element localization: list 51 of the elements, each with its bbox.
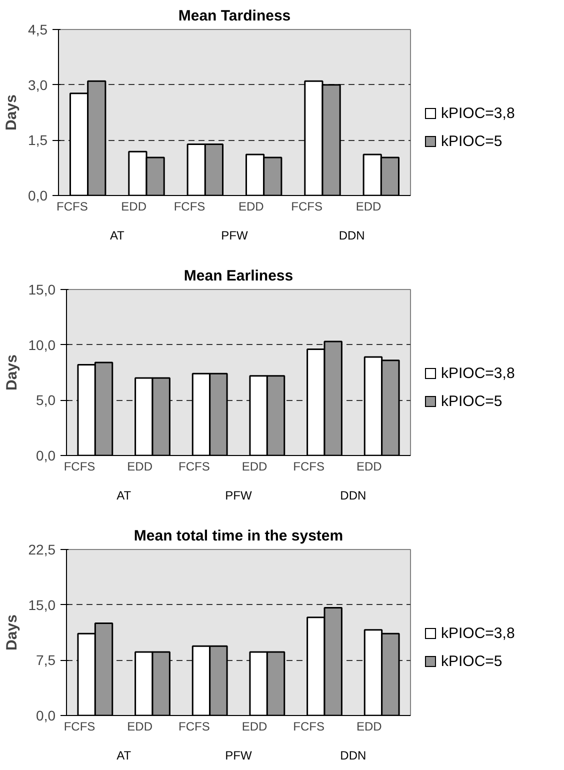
legend-label: kPIOC=3,8	[441, 104, 515, 124]
x-tick-label: EDD	[356, 460, 382, 474]
text: DDN	[340, 488, 366, 502]
y-axis-title: Days	[3, 354, 20, 390]
text: AT	[110, 228, 126, 242]
x-tick-label: EDD	[242, 720, 268, 734]
x-tick-label: FCFS	[64, 460, 96, 474]
y-tick-label: 7,5	[36, 652, 56, 668]
x-tick-label: FCFS	[293, 460, 325, 474]
text: AT	[116, 748, 132, 762]
x-tick-label: FCFS	[174, 200, 206, 214]
x-tick-label: EDD	[238, 200, 264, 214]
y-tick-label: 0,0	[36, 448, 56, 464]
x-tick-label: EDD	[356, 200, 382, 214]
text: DDN	[340, 748, 366, 762]
y-tick-label: 1,5	[28, 132, 48, 148]
y-tick-label: 15,0	[28, 596, 56, 613]
text: AT	[116, 488, 132, 502]
x-tick-label: FCFS	[64, 720, 96, 734]
x-tick-label: EDD	[121, 200, 147, 214]
x-tick-label: FCFS	[178, 460, 210, 474]
text: PFW	[221, 228, 249, 242]
y-axis-title: Days	[3, 94, 20, 130]
y-tick-label: 4,5	[28, 22, 48, 38]
x-tick-label: EDD	[356, 720, 382, 734]
y-tick-label: 22,5	[28, 542, 56, 558]
y-tick-label: 0,0	[28, 188, 48, 204]
y-tick-label: 10,0	[28, 336, 56, 353]
x-tick-label: EDD	[242, 460, 268, 474]
x-tick-label: EDD	[127, 720, 153, 734]
legend-label: kPIOC=5	[441, 132, 502, 152]
x-tick-label: FCFS	[291, 200, 323, 214]
legend-label: kPIOC=3,8	[441, 364, 515, 384]
text: DDN	[338, 228, 365, 242]
y-tick-label: 15,0	[28, 282, 56, 298]
legend-label: kPIOC=3,8	[441, 624, 515, 644]
y-axis-title: Days	[3, 614, 20, 650]
x-tick-label: FCFS	[178, 720, 210, 734]
x-tick-label: EDD	[127, 460, 153, 474]
chart-title: Mean Tardiness	[178, 8, 291, 24]
chart-title: Mean Earliness	[184, 268, 294, 284]
x-tick-label: FCFS	[56, 200, 88, 214]
y-tick-label: 3,0	[28, 76, 48, 93]
y-tick-label: 5,0	[36, 392, 56, 408]
legend-label: kPIOC=5	[441, 392, 502, 412]
text: PFW	[225, 748, 253, 762]
text: PFW	[225, 488, 253, 502]
y-tick-label: 0,0	[36, 708, 56, 724]
chart-title: Mean total time in the system	[134, 528, 344, 544]
x-tick-label: FCFS	[293, 720, 325, 734]
legend-label: kPIOC=5	[441, 652, 502, 672]
